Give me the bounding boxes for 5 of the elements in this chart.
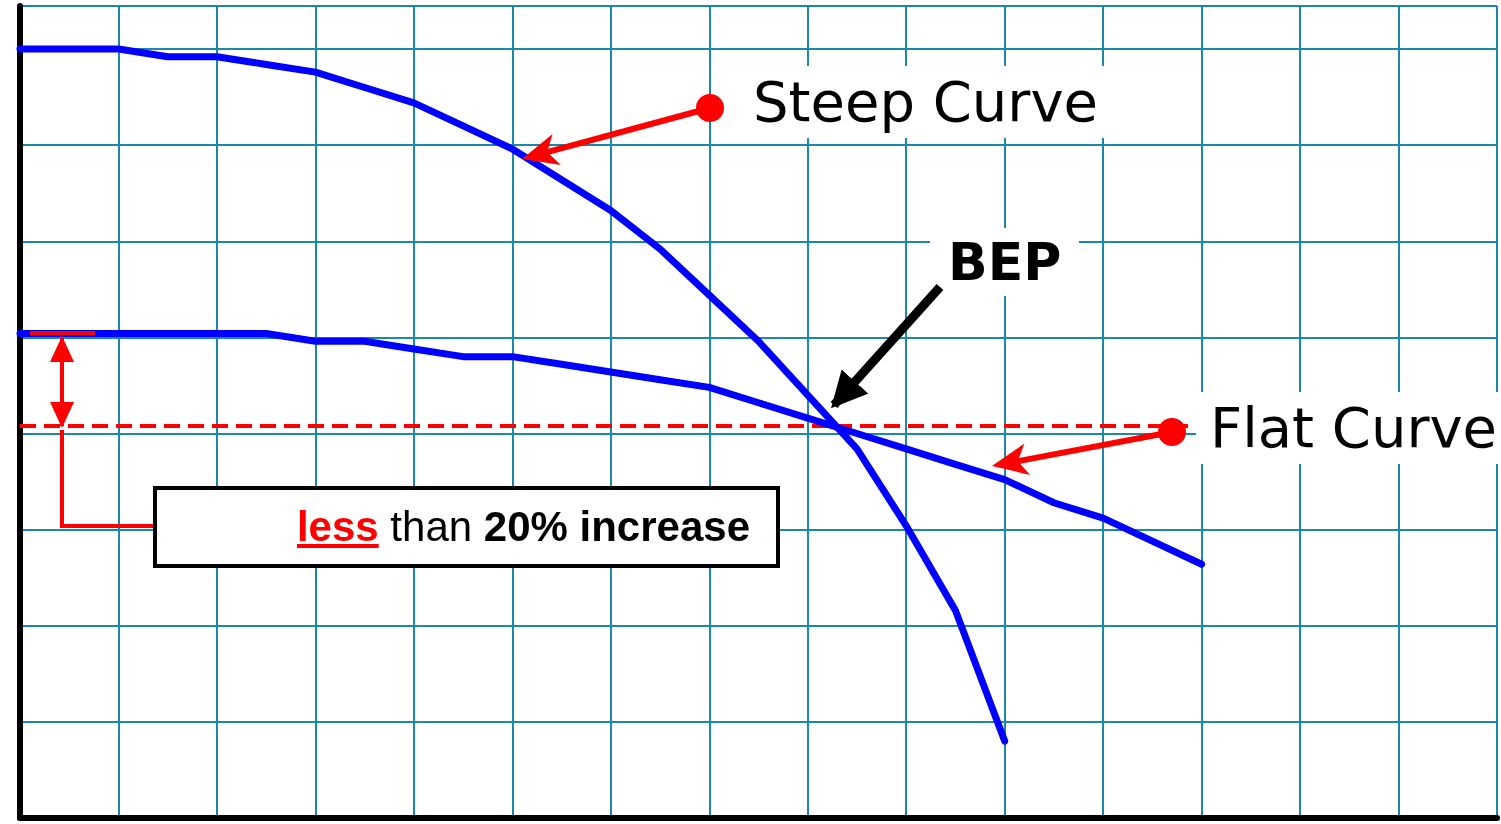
annotation: less than 20% increase [296,503,750,551]
text: Steep Curve [735,66,1116,138]
series-label: Flat Curve [1195,392,1501,464]
callout-box: less than 20% increase [153,486,780,568]
annotation: BEP [930,228,1080,296]
